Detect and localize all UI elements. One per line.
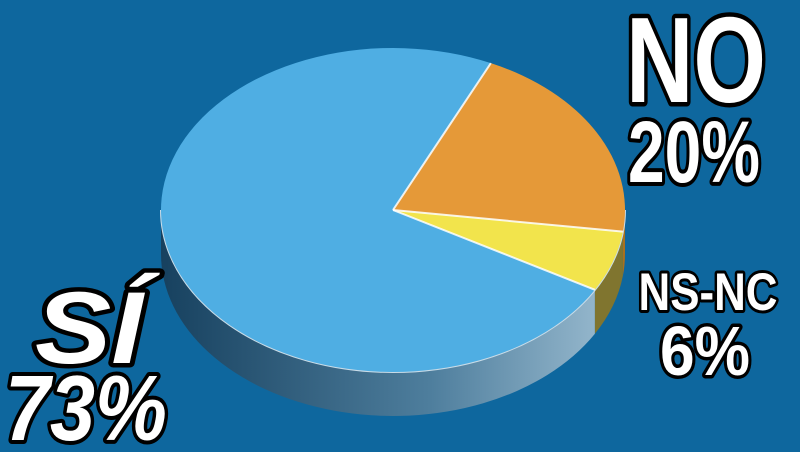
pie-slice-separator: [392, 209, 596, 291]
pie-3d: [160, 47, 626, 416]
pie-slice-separator: [392, 209, 624, 233]
label-si: SÍ: [35, 271, 161, 385]
pie-slice-separator: [392, 62, 492, 211]
pie-edge-highlight: [160, 209, 626, 373]
label-no-percent: 20%: [628, 104, 760, 201]
pie-slice-ns-nc: [393, 210, 623, 290]
label-nsnc-percent: 6%: [660, 312, 750, 390]
pie-labels: NO 20% SÍ 73% NS-NC 6%: [1, 0, 781, 452]
label-nsnc: NS-NC: [639, 263, 778, 322]
pie-slice-s-: [160, 47, 595, 372]
label-si-percent: 73%: [5, 356, 167, 452]
pie-side-s-: [161, 210, 595, 416]
pie-slice-no: [393, 63, 626, 232]
label-no: NO: [626, 0, 766, 128]
